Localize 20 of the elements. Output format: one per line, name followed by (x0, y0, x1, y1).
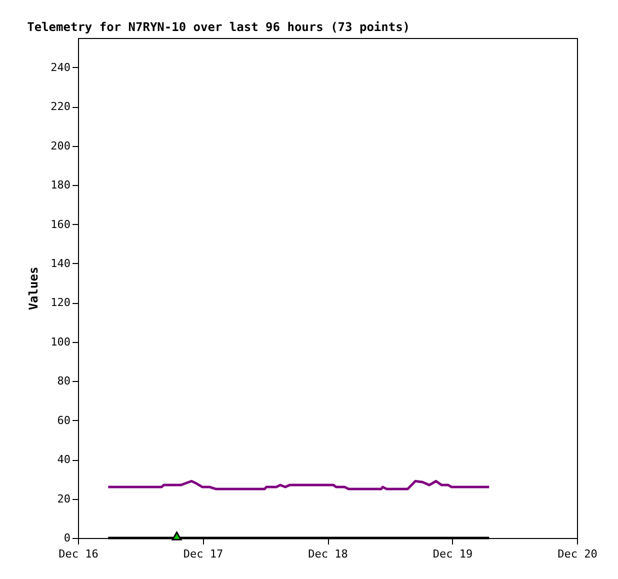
x-tick-label: Dec 19 (432, 548, 473, 560)
y-tick-label: 120 (50, 296, 70, 310)
y-axis-title: Values (26, 266, 41, 310)
y-tick-label: 20 (57, 492, 70, 506)
y-tick-label: 60 (57, 414, 70, 427)
y-tick-label: 140 (50, 256, 70, 270)
y-tick-label: 80 (57, 374, 70, 388)
y-tick-label: 100 (50, 335, 70, 348)
y-tick-label: 40 (57, 453, 70, 466)
y-tick-label: 0 (64, 532, 70, 544)
y-tick-label: 180 (50, 178, 70, 192)
chart-title: Telemetry for N7RYN-10 over last 96 hours (73 points) (27, 20, 410, 34)
x-tick-label: Dec 17 (183, 548, 224, 560)
y-tick-label: 220 (50, 100, 70, 114)
x-tick-label: Dec 18 (308, 548, 348, 560)
x-tick-label: Dec 16 (58, 548, 98, 560)
y-tick-label: 200 (50, 139, 70, 152)
y-tick-label: 240 (50, 60, 70, 74)
x-tick-label: Dec 20 (558, 548, 598, 560)
y-tick-label: 160 (50, 218, 70, 231)
